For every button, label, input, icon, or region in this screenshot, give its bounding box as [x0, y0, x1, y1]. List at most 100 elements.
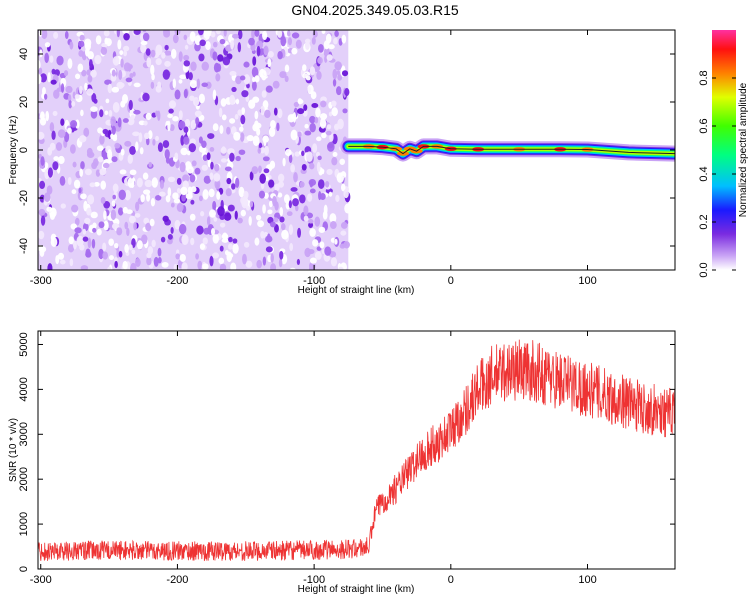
noise-speckle: [340, 221, 348, 229]
noise-speckle: [168, 108, 174, 114]
noise-speckle: [39, 117, 47, 126]
noise-speckle: [174, 219, 181, 230]
noise-speckle: [162, 140, 170, 149]
noise-speckle: [336, 172, 345, 183]
noise-speckle: [279, 71, 287, 79]
noise-speckle: [254, 120, 259, 130]
noise-speckle: [44, 52, 49, 64]
noise-speckle: [311, 102, 319, 108]
noise-speckle: [334, 30, 339, 37]
noise-speckle: [53, 156, 59, 161]
noise-speckle: [133, 222, 137, 231]
noise-speckle: [183, 60, 191, 67]
noise-speckle: [316, 70, 322, 80]
noise-speckle: [179, 253, 186, 262]
noise-speckle: [167, 113, 173, 119]
noise-region: [38, 30, 352, 270]
noise-speckle: [195, 117, 200, 125]
colorbar-ticks: 0.0 0.2 0.4 0.6 0.8: [698, 70, 736, 278]
colorbar-tick-label: 0.6: [698, 118, 710, 133]
noise-speckle: [216, 30, 221, 35]
noise-speckle: [344, 203, 352, 214]
bottom-y-tick-label: 4000: [18, 377, 30, 401]
noise-speckle: [262, 31, 268, 41]
noise-speckle: [323, 204, 328, 215]
noise-speckle: [188, 72, 193, 81]
noise-speckle: [162, 69, 171, 80]
noise-speckle: [235, 98, 240, 105]
snr-series: [38, 339, 675, 562]
noise-speckle: [176, 187, 181, 194]
noise-speckle: [150, 49, 156, 58]
noise-speckle: [305, 40, 310, 51]
noise-speckle: [327, 141, 335, 152]
noise-speckle: [231, 183, 236, 190]
bottom-y-tick-label: 1000: [18, 512, 30, 536]
noise-speckle: [288, 200, 292, 209]
noise-speckle: [309, 115, 316, 124]
noise-speckle: [306, 193, 313, 202]
noise-speckle: [128, 99, 133, 111]
noise-speckle: [267, 50, 274, 58]
noise-speckle: [305, 75, 311, 81]
noise-speckle: [340, 230, 347, 236]
noise-speckle: [38, 230, 45, 240]
noise-speckle: [203, 175, 211, 184]
noise-speckle: [202, 154, 208, 161]
noise-speckle: [309, 228, 316, 237]
noise-speckle: [91, 238, 96, 249]
noise-speckle: [89, 59, 93, 69]
noise-speckle: [73, 179, 81, 189]
noise-speckle: [182, 174, 190, 183]
noise-speckle: [258, 190, 266, 199]
noise-speckle: [169, 124, 175, 132]
noise-speckle: [143, 120, 148, 126]
top-x-tick-label: -100: [303, 275, 325, 287]
noise-speckle: [136, 240, 143, 250]
noise-speckle: [201, 140, 207, 149]
noise-speckle: [193, 97, 200, 107]
noise-speckle: [145, 222, 152, 232]
noise-speckle: [111, 156, 118, 163]
noise-speckle: [229, 94, 236, 105]
noise-speckle: [320, 100, 327, 108]
noise-speckle: [282, 157, 286, 167]
noise-speckle: [170, 227, 174, 234]
noise-speckle: [60, 83, 65, 93]
noise-speckle: [152, 138, 156, 146]
noise-speckle: [278, 181, 285, 188]
top-y-tick-label: 40: [18, 48, 30, 60]
noise-speckle: [332, 151, 338, 157]
noise-speckle: [84, 38, 92, 48]
noise-speckle: [116, 248, 120, 258]
noise-speckle: [284, 148, 292, 157]
noise-speckle: [83, 127, 90, 138]
noise-speckle: [53, 89, 60, 99]
noise-speckle: [82, 228, 87, 235]
noise-speckle: [224, 166, 232, 172]
noise-speckle: [277, 30, 283, 38]
noise-speckle: [328, 44, 335, 50]
bottom-x-tick-label: -300: [30, 574, 52, 586]
noise-speckle: [70, 120, 78, 128]
noise-speckle: [297, 131, 302, 138]
bottom-x-tick-label: -200: [166, 574, 188, 586]
noise-speckle: [114, 242, 119, 249]
bottom-x-axis-label: Height of straight line (km): [298, 584, 415, 595]
noise-speckle: [326, 124, 332, 130]
noise-speckle: [201, 61, 209, 71]
noise-speckle: [178, 223, 187, 235]
top-y-tick-label: 20: [18, 96, 30, 108]
noise-speckle: [188, 143, 196, 153]
noise-speckle: [288, 154, 293, 164]
noise-speckle: [277, 51, 283, 60]
noise-speckle: [199, 243, 206, 250]
noise-speckle: [231, 86, 237, 93]
noise-speckle: [183, 88, 188, 99]
noise-speckle: [78, 40, 85, 48]
noise-speckle: [95, 35, 102, 45]
noise-speckle: [326, 54, 333, 61]
noise-speckle: [164, 149, 170, 160]
noise-speckle: [256, 45, 261, 57]
noise-speckle: [334, 61, 342, 71]
